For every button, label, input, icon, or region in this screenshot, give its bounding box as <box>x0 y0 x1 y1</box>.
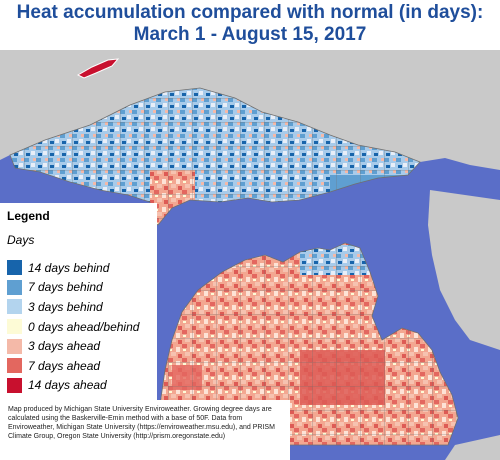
legend-label: 14 days ahead <box>28 378 107 393</box>
michigan-heat-map <box>0 50 500 460</box>
legend-swatch <box>7 299 22 315</box>
legend-swatch <box>7 358 22 374</box>
legend-label: 7 days ahead <box>28 358 101 373</box>
legend-swatch <box>7 319 22 335</box>
map-title: Heat accumulation compared with normal (… <box>0 2 500 46</box>
legend-panel: Legend Days 14 days behind 7 days behind 3… <box>0 203 157 400</box>
legend-item: 14 days ahead <box>7 376 139 396</box>
legend-swatch <box>7 279 22 295</box>
legend-swatch <box>7 338 22 354</box>
northern-land <box>0 50 500 170</box>
upper-peninsula-outline <box>9 87 421 226</box>
legend-subtitle: Days <box>7 233 35 247</box>
credit-text: Map produced by Michigan State Universit… <box>8 406 275 440</box>
legend-label: 7 days behind <box>28 280 103 295</box>
legend-item: 7 days ahead <box>7 356 139 376</box>
lower-peninsula-outline <box>159 242 459 446</box>
legend-item: 3 days behind <box>7 297 139 317</box>
title-line-2: March 1 - August 15, 2017 <box>133 24 367 45</box>
legend-label: 3 days ahead <box>28 339 101 354</box>
credit-box: Map produced by Michigan State Universit… <box>0 400 290 460</box>
legend-label: 14 days behind <box>28 260 110 275</box>
legend-swatch <box>7 377 22 393</box>
legend-items: 14 days behind 7 days behind 3 days behind… <box>7 258 139 395</box>
ontario-land <box>428 190 500 350</box>
isle-royale <box>76 58 120 79</box>
legend-item: 7 days behind <box>7 278 139 298</box>
southeast-land <box>445 435 500 460</box>
legend-item: 0 days ahead/behind <box>7 317 139 337</box>
legend-swatch <box>7 260 22 276</box>
title-line-1: Heat accumulation compared with normal (… <box>16 2 484 23</box>
legend-label: 0 days ahead/behind <box>28 319 140 334</box>
legend-item: 14 days behind <box>7 258 139 278</box>
legend-item: 3 days ahead <box>7 336 139 356</box>
legend-label: 3 days behind <box>28 299 103 314</box>
legend-heading: Legend <box>7 209 50 223</box>
